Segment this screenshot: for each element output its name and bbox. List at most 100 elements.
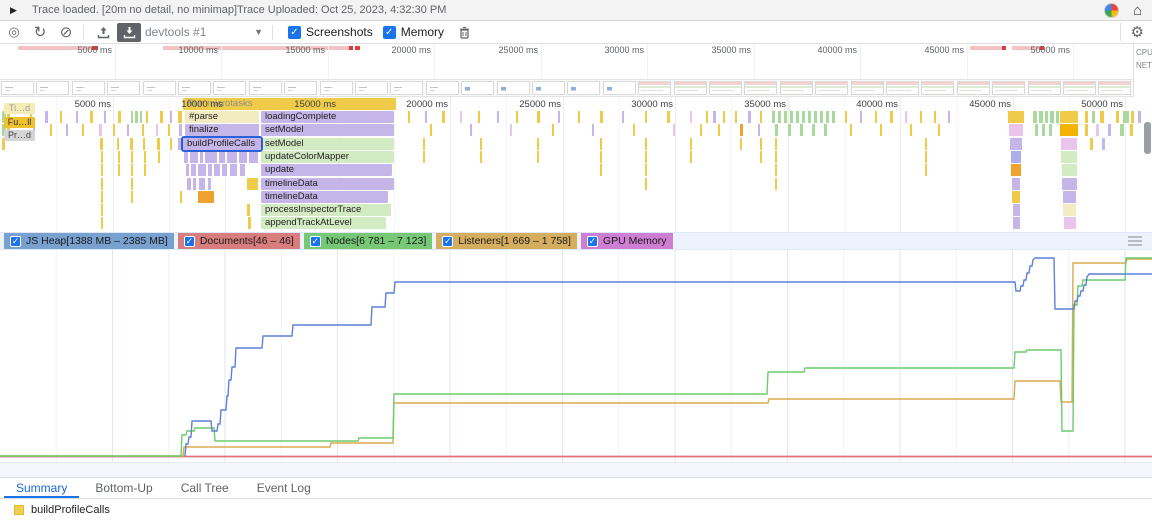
flame-event-sliver <box>101 151 103 163</box>
screenshot-thumb[interactable] <box>1098 81 1131 95</box>
legend-grip-icon[interactable] <box>1128 236 1142 246</box>
screenshot-thumb[interactable] <box>957 81 990 95</box>
flame-event[interactable]: setModel <box>261 124 394 136</box>
collect-garbage-button[interactable] <box>452 23 476 42</box>
checkbox-checked-icon: ✓ <box>587 236 598 247</box>
memory-checkbox[interactable]: ✓ Memory <box>383 25 444 39</box>
flame-event[interactable]: #parse <box>185 111 259 123</box>
screenshot-thumb[interactable] <box>886 81 919 95</box>
screenshot-thumb[interactable] <box>1 81 34 95</box>
clear-button[interactable]: ⊘ <box>54 23 78 42</box>
flame-gridline <box>956 97 957 232</box>
flame-tick-label: 30000 ms <box>631 99 673 110</box>
screenshot-thumb[interactable] <box>497 81 530 95</box>
tab-call-tree[interactable]: Call Tree <box>169 478 241 498</box>
track-chip[interactable]: Fu…ll <box>4 117 35 128</box>
flame-event[interactable]: updateColorMapper <box>261 151 394 163</box>
screenshot-thumb[interactable] <box>143 81 176 95</box>
track-chip[interactable]: Pr…d <box>4 130 35 141</box>
history-dropdown[interactable]: devtools #1 ▼ <box>145 25 267 39</box>
screenshot-thumb[interactable] <box>567 81 600 95</box>
screenshot-thumb[interactable] <box>213 81 246 95</box>
screenshot-thumb[interactable] <box>992 81 1025 95</box>
flame-event-sliver <box>1013 204 1020 216</box>
screenshot-thumb[interactable] <box>709 81 742 95</box>
track-chip[interactable]: Ti…d <box>4 103 35 114</box>
screenshot-thumb[interactable] <box>320 81 353 95</box>
flame-event-sliver <box>146 111 148 123</box>
flame-event[interactable]: processInspectorTrace <box>261 204 391 216</box>
flame-event-sliver <box>938 124 940 136</box>
memory-counter-toggle[interactable]: ✓JS Heap[1388 MB – 2385 MB] <box>4 233 174 249</box>
tab-bottom-up[interactable]: Bottom-Up <box>83 478 164 498</box>
screenshot-thumb[interactable] <box>390 81 423 95</box>
flame-event-sliver <box>948 111 950 123</box>
flame-event-sliver <box>179 124 182 136</box>
screenshot-thumb[interactable] <box>72 81 105 95</box>
flame-event-sliver <box>170 111 172 123</box>
flame-event[interactable]: finalize <box>185 124 259 136</box>
flame-chart[interactable]: Run microtasks#parseloadingCompletefinal… <box>0 97 1152 232</box>
flame-event[interactable]: timelineData <box>261 178 394 190</box>
memory-counter-toggle[interactable]: ✓Nodes[6 781 – 7 123] <box>304 233 432 249</box>
memory-counter-toggle[interactable]: ✓Documents[46 – 46] <box>178 233 300 249</box>
screenshot-thumb[interactable] <box>36 81 69 95</box>
upload-profile-button[interactable] <box>91 23 115 42</box>
memory-chart[interactable] <box>0 250 1152 462</box>
flame-event-sliver <box>790 111 793 123</box>
flame-event-sliver <box>690 111 692 123</box>
flame-event-sliver <box>425 111 427 123</box>
download-profile-button[interactable] <box>117 23 141 42</box>
flame-event[interactable]: timelineData <box>261 191 388 203</box>
memory-chart-svg <box>0 250 1152 462</box>
status-bar: ▶ Trace loaded. [20m no detail, no minim… <box>0 0 1152 21</box>
screenshot-thumb[interactable] <box>355 81 388 95</box>
screenshots-checkbox[interactable]: ✓ Screenshots <box>288 25 373 39</box>
screenshot-thumb[interactable] <box>780 81 813 95</box>
flame-event-sliver <box>890 111 893 123</box>
screenshot-thumb[interactable] <box>461 81 494 95</box>
tab-event-log[interactable]: Event Log <box>245 478 323 498</box>
flame-event-sliver <box>700 124 702 136</box>
flame-event-sliver <box>423 138 425 150</box>
settings-gear-icon[interactable]: ⚙ <box>1120 23 1144 41</box>
play-icon[interactable]: ▶ <box>10 5 24 16</box>
screenshot-thumb[interactable] <box>178 81 211 95</box>
flame-event[interactable]: loadingComplete <box>261 111 394 123</box>
screenshot-thumb[interactable] <box>921 81 954 95</box>
screenshot-thumb[interactable] <box>1028 81 1061 95</box>
screenshot-thumb[interactable] <box>426 81 459 95</box>
panel-resizer[interactable] <box>0 462 1152 478</box>
flame-event-sliver <box>1061 151 1077 163</box>
flame-event[interactable]: update <box>261 164 392 176</box>
minimap-gridline <box>967 44 968 80</box>
flame-event-sliver <box>925 138 927 150</box>
screenshot-thumb[interactable] <box>744 81 777 95</box>
screenshot-thumb[interactable] <box>603 81 636 95</box>
timeline-minimap[interactable]: 5000 ms10000 ms15000 ms20000 ms25000 ms3… <box>0 44 1152 80</box>
screenshot-thumb[interactable] <box>284 81 317 95</box>
memory-counter-toggle[interactable]: ✓GPU Memory <box>581 233 673 249</box>
avatar[interactable] <box>1104 3 1119 18</box>
screenshot-thumb[interactable] <box>851 81 884 95</box>
flame-event-sliver <box>1010 138 1022 150</box>
screenshot-thumb[interactable] <box>638 81 671 95</box>
screenshot-thumb[interactable] <box>532 81 565 95</box>
flame-event-sliver <box>82 124 84 136</box>
flame-scrollbar[interactable] <box>1144 122 1151 154</box>
screenshot-thumb[interactable] <box>107 81 140 95</box>
screenshot-thumb[interactable] <box>674 81 707 95</box>
flame-event[interactable]: buildProfileCalls <box>183 138 261 150</box>
screenshot-thumb[interactable] <box>1063 81 1096 95</box>
flame-event[interactable]: setModel <box>261 138 394 150</box>
home-icon[interactable]: ⌂ <box>1133 3 1142 18</box>
chevron-down-icon: ▼ <box>254 27 263 37</box>
record-button[interactable]: ◎ <box>2 23 26 42</box>
tab-summary[interactable]: Summary <box>4 478 79 498</box>
screenshot-thumb[interactable] <box>249 81 282 95</box>
screenshot-thumb[interactable] <box>815 81 848 95</box>
flame-event[interactable]: appendTrackAtLevel <box>261 217 386 229</box>
reload-and-record-button[interactable]: ↻ <box>28 23 52 42</box>
flame-event-sliver <box>170 138 172 150</box>
memory-counter-toggle[interactable]: ✓Listeners[1 669 – 1 758] <box>436 233 577 249</box>
